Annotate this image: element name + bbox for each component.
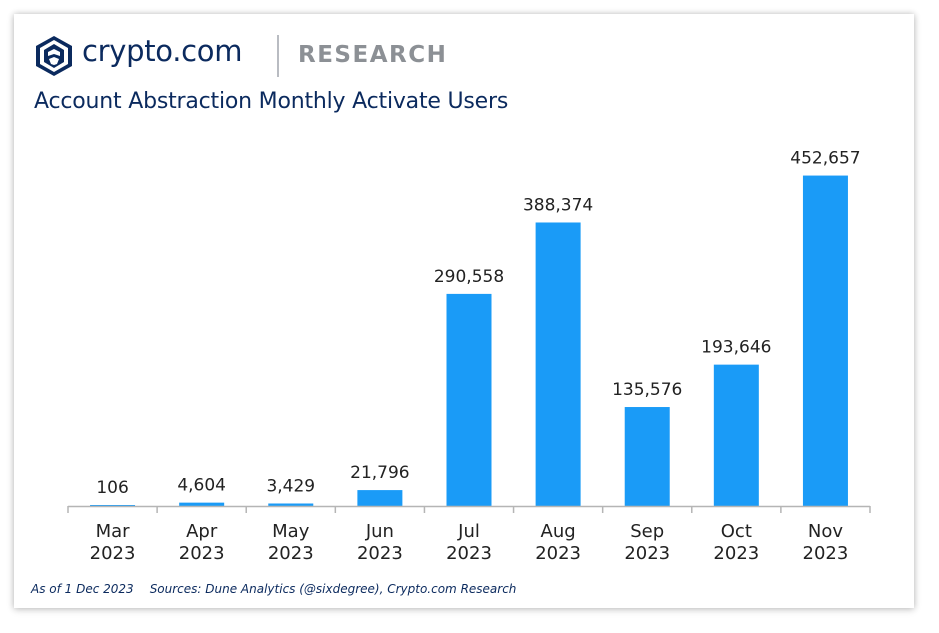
x-tick-label-mar: Mar 2023 (90, 521, 136, 564)
x-tick-label-oct: Oct 2023 (713, 521, 759, 564)
bar-apr (179, 502, 225, 506)
value-label-nov: 452,657 (790, 149, 860, 169)
x-tick-label-jul: Jul 2023 (446, 521, 492, 564)
value-label-aug: 388,374 (523, 195, 593, 215)
brand-name: crypto.com (82, 34, 243, 68)
bar-oct (713, 364, 759, 506)
as-of-date: As of 1 Dec 2023 (31, 582, 134, 596)
x-tick-label-may: May 2023 (268, 521, 314, 564)
bar-mar (90, 505, 136, 506)
x-tick-label-sep: Sep 2023 (624, 521, 670, 564)
value-label-jun: 21,796 (350, 463, 409, 483)
crypto-com-lion-shield-icon (36, 36, 72, 76)
value-label-oct: 193,646 (701, 338, 771, 358)
bar-aug (535, 222, 581, 506)
brand-research-label: RESEARCH (298, 42, 448, 68)
value-label-may: 3,429 (266, 476, 315, 496)
x-tick-label-nov: Nov 2023 (803, 521, 849, 564)
bar-sep (624, 407, 670, 506)
value-label-apr: 4,604 (177, 476, 226, 496)
bar-nov (802, 175, 848, 506)
chart-footer: As of 1 Dec 2023 Sources: Dune Analytics … (31, 582, 516, 596)
chart-title: Account Abstraction Monthly Activate Use… (34, 89, 509, 114)
bar-jul (446, 293, 492, 506)
value-label-mar: 106 (96, 478, 128, 498)
x-tick-label-aug: Aug 2023 (535, 521, 581, 564)
bar-jun (357, 490, 403, 506)
bar-may (268, 503, 314, 506)
x-tick-label-jun: Jun 2023 (357, 521, 403, 564)
brand-divider (277, 35, 279, 77)
sources-note: Sources: Dune Analytics (@sixdegree), Cr… (149, 582, 517, 596)
value-label-sep: 135,576 (612, 380, 682, 400)
value-label-jul: 290,558 (434, 267, 504, 287)
x-tick-label-apr: Apr 2023 (179, 521, 225, 564)
